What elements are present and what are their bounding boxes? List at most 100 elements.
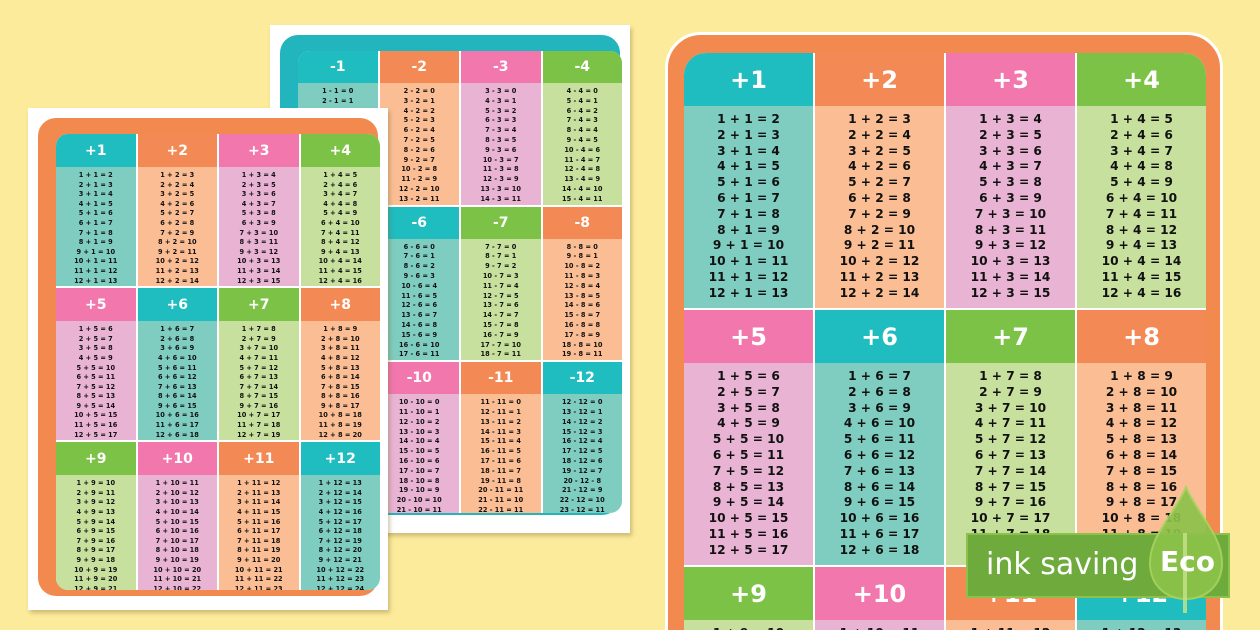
fact-row: 6 + 5 = 11: [712, 447, 785, 462]
fact-row: 1 + 3 = 4: [979, 112, 1042, 126]
fact-row: 8 - 8 = 0: [566, 242, 598, 251]
fact-row: 15 - 12 = 3: [562, 427, 603, 436]
fact-row: 22 - 11 = 11: [478, 505, 524, 513]
fact-row: 2 - 1 = 1: [322, 96, 354, 105]
fact-row: 4 - 4 = 0: [566, 87, 598, 95]
fact-row: 11 + 1 = 12: [74, 266, 118, 275]
fact-row: 12 - 3 = 9: [482, 175, 519, 184]
fact-row: 19 - 10 = 9: [399, 486, 440, 495]
fact-row: 8 - 7 = 1: [485, 252, 517, 261]
table-heading: -1: [298, 51, 378, 83]
fact-row: 11 + 3 = 14: [970, 269, 1051, 284]
fact-row: 5 + 4 = 9: [1110, 175, 1173, 190]
fact-row: 11 - 8 = 3: [564, 271, 601, 280]
fact-row: 3 + 4 = 7: [323, 190, 358, 199]
fact-row: 5 + 7 = 12: [974, 432, 1047, 447]
fact-row: 8 + 3 = 11: [974, 222, 1047, 237]
fact-row: 1 + 11 = 12: [971, 626, 1051, 630]
fact-row: 12 - 7 = 5: [482, 291, 519, 300]
fact-row: 2 + 3 = 5: [241, 180, 276, 189]
table-heading: -3: [461, 51, 541, 83]
poster-frame: -11 - 1 = 02 - 1 = 13 - 1 = 24 - 1 = 35 …: [280, 35, 622, 515]
fact-row: 1 + 8 = 9: [1110, 369, 1173, 383]
fact-row: 9 - 4 = 5: [566, 135, 598, 144]
fact-row: 5 + 5 = 10: [712, 432, 785, 447]
fact-row: 7 + 2 = 9: [848, 206, 911, 221]
fact-row: 15 - 8 = 7: [564, 311, 601, 320]
fact-row: 4 - 2 = 2: [403, 106, 435, 115]
fact-row: 5 + 6 = 11: [843, 432, 916, 447]
fact-row: 7 + 2 = 9: [160, 228, 195, 237]
fact-row: 9 + 5 = 14: [712, 495, 785, 510]
subtraction-grid: -11 - 1 = 02 - 1 = 13 - 1 = 24 - 1 = 35 …: [298, 51, 622, 513]
fact-row: 4 + 4 = 8: [323, 199, 358, 208]
fact-row: 11 + 1 = 12: [708, 269, 789, 284]
fact-row: 15 - 6 = 9: [401, 330, 438, 339]
table-heading: +8: [1077, 310, 1206, 363]
fact-row: 4 + 6 = 10: [157, 353, 197, 362]
fact-row: 12 + 3 = 15: [237, 276, 281, 285]
fact-row: 10 - 3 = 7: [482, 155, 519, 164]
fact-row: 21 - 12 = 9: [562, 486, 603, 495]
table-cell: +9 1 + 9 = 10 2 + 9 = 11 3 + 9 = 12 4 + 9 = …: [56, 442, 136, 590]
fact-row: 14 - 11 = 3: [480, 427, 521, 436]
fact-row: 7 + 1 = 8: [717, 206, 780, 221]
fact-row: 3 + 6 = 9: [160, 344, 195, 353]
fact-row: 1 + 6 = 7: [160, 325, 195, 334]
fact-row: 4 + 5 = 9: [78, 353, 113, 362]
fact-row: 11 + 2 = 13: [839, 269, 920, 284]
facts-list: 1 + 12 = 13 2 + 12 = 14 3 + 12 = 15 4 + 12 …: [300, 475, 380, 590]
fact-row: 7 - 3 = 4: [485, 126, 517, 135]
fact-row: 5 + 12 = 17: [318, 517, 362, 526]
fact-row: 10 + 3 = 13: [237, 257, 281, 266]
facts-list: 11 - 11 = 0 12 - 11 = 1 13 - 11 = 2 14 - 11…: [461, 394, 541, 513]
fact-row: 4 + 3 = 7: [979, 159, 1042, 174]
fact-row: 7 + 7 = 14: [239, 382, 279, 391]
fact-row: 6 + 4 = 10: [1105, 190, 1178, 205]
table-heading: +1: [684, 53, 813, 106]
fact-row: 2 + 4 = 6: [323, 180, 358, 189]
fact-row: 8 + 9 = 17: [76, 546, 116, 555]
fact-row: 1 + 3 = 4: [241, 171, 276, 179]
fact-row: 12 + 5 = 17: [74, 430, 118, 439]
fact-row: 6 - 4 = 2: [566, 106, 598, 115]
fact-row: 20 - 10 = 10: [396, 496, 442, 505]
fact-row: 3 + 2 = 5: [848, 143, 911, 158]
fact-row: 14 - 12 = 2: [562, 417, 603, 426]
fact-row: 7 + 5 = 12: [712, 463, 785, 478]
table-cell: +10 1 + 10 = 11: [815, 567, 944, 630]
fact-row: 16 - 11 = 5: [480, 447, 521, 456]
fact-row: 8 + 1 = 9: [717, 222, 780, 237]
fact-row: 12 + 1 = 13: [708, 285, 789, 300]
fact-row: 9 + 4 = 13: [320, 247, 360, 256]
fact-row: 10 + 7 = 17: [970, 511, 1051, 526]
fact-row: 11 + 6 = 17: [155, 421, 199, 430]
ink-saving-text: ink saving: [986, 547, 1139, 582]
table-heading: +2: [137, 134, 217, 167]
fact-row: 7 + 5 = 12: [76, 382, 116, 391]
fact-row: 3 + 8 = 11: [320, 344, 360, 353]
fact-row: 3 - 3 = 0: [485, 87, 517, 95]
fact-row: 18 - 10 = 8: [399, 476, 440, 485]
facts-list: 1 + 12 = 13: [1077, 620, 1206, 630]
fact-row: 6 - 6 = 0: [403, 242, 435, 251]
fact-row: 23 - 12 = 11: [559, 505, 605, 513]
fact-row: 11 + 3 = 14: [237, 266, 281, 275]
fact-row: 8 + 8 = 16: [1105, 479, 1178, 494]
fact-row: 9 + 7 = 16: [974, 495, 1047, 510]
table-heading: +4: [1077, 53, 1206, 106]
fact-row: 2 + 1 = 3: [717, 127, 780, 142]
fact-row: 12 - 2 = 10: [399, 184, 440, 193]
table-heading: +5: [56, 288, 136, 322]
fact-row: 12 + 11 = 23: [234, 584, 283, 590]
fact-row: 17 - 7 = 10: [480, 340, 521, 349]
fact-row: 8 - 3 = 5: [485, 135, 517, 144]
